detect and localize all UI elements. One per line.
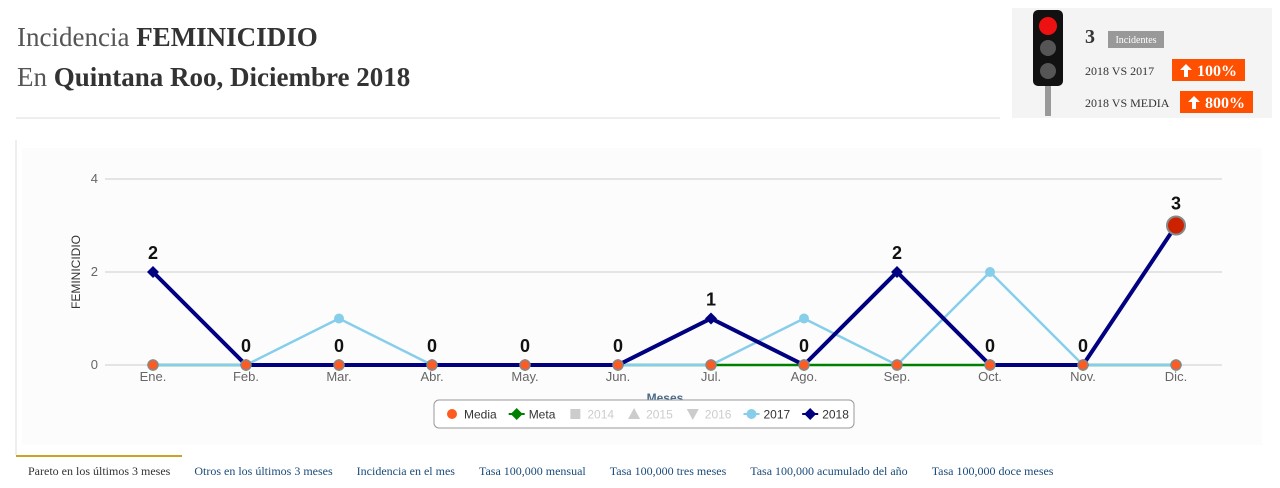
marker bbox=[705, 312, 717, 325]
x-tick-label: Feb. bbox=[233, 369, 259, 384]
compare-badge bbox=[1172, 59, 1245, 81]
legend-marker bbox=[447, 409, 457, 419]
data-label: 0 bbox=[520, 336, 530, 356]
data-label: 0 bbox=[799, 336, 809, 356]
marker bbox=[1170, 359, 1182, 371]
marker bbox=[705, 359, 717, 371]
compare-label: 2018 VS MEDIA bbox=[1085, 96, 1170, 110]
x-tick-label: Nov. bbox=[1070, 369, 1096, 384]
x-tick-label: Abr. bbox=[420, 369, 443, 384]
y-axis-title: FEMINICIDIO bbox=[69, 235, 83, 309]
tab[interactable]: Otros en los últimos 3 meses bbox=[194, 464, 333, 478]
y-tick-label: 2 bbox=[91, 264, 98, 279]
legend-label[interactable]: 2017 bbox=[763, 408, 790, 422]
y-tick-label: 0 bbox=[91, 357, 98, 372]
legend-label[interactable]: Meta bbox=[529, 408, 556, 422]
legend-label[interactable]: 2014 bbox=[587, 408, 614, 422]
data-label: 2 bbox=[892, 243, 902, 263]
tab[interactable]: Tasa 100,000 doce meses bbox=[931, 464, 1054, 478]
legend-marker bbox=[510, 408, 523, 420]
indicator-count: 3 bbox=[1085, 26, 1095, 48]
marker bbox=[984, 359, 996, 371]
tab[interactable]: Incidencia en el mes bbox=[356, 464, 455, 478]
off-light bbox=[1040, 40, 1056, 56]
tab[interactable]: Tasa 100,000 acumulado del año bbox=[750, 464, 908, 478]
compare-badge bbox=[1180, 91, 1253, 113]
data-label: 0 bbox=[241, 336, 251, 356]
legend-marker bbox=[628, 408, 641, 419]
x-tick-label: Ene. bbox=[140, 369, 167, 384]
badge-text: Incidentes bbox=[1115, 35, 1156, 46]
legend-label[interactable]: 2016 bbox=[705, 408, 732, 422]
tab[interactable]: Tasa 100,000 mensual bbox=[478, 464, 586, 478]
legend-marker bbox=[804, 408, 817, 420]
data-label: 0 bbox=[613, 336, 623, 356]
marker bbox=[799, 313, 809, 324]
legend-marker bbox=[570, 409, 581, 419]
data-label: 2 bbox=[148, 243, 158, 263]
marker bbox=[798, 359, 810, 371]
x-tick-label: Mar. bbox=[326, 369, 351, 384]
legend-label[interactable]: 2015 bbox=[646, 408, 673, 422]
data-label: 0 bbox=[334, 336, 344, 356]
subtitle-bold: Quintana Roo, Diciembre 2018 bbox=[53, 62, 411, 92]
marker bbox=[1077, 359, 1089, 371]
tab[interactable]: Pareto en los últimos 3 meses bbox=[16, 455, 183, 488]
red-light bbox=[1039, 17, 1057, 35]
arrow-up-icon bbox=[1188, 96, 1200, 109]
marker bbox=[147, 266, 159, 278]
off-light bbox=[1040, 63, 1056, 79]
compare-label: 2018 VS 2017 bbox=[1085, 64, 1154, 78]
data-label: 0 bbox=[427, 336, 437, 356]
marker bbox=[891, 266, 903, 278]
data-label: 1 bbox=[706, 290, 716, 310]
x-tick-label: Oct. bbox=[978, 369, 1002, 384]
marker bbox=[333, 359, 345, 371]
light-pole bbox=[1045, 84, 1051, 116]
x-tick-label: Ago. bbox=[791, 369, 818, 384]
marker bbox=[612, 359, 624, 371]
plot-panel bbox=[22, 148, 1262, 445]
compare-value: 800% bbox=[1205, 95, 1245, 112]
x-tick-label: Jun. bbox=[606, 369, 631, 384]
marker bbox=[147, 359, 159, 371]
x-tick-label: Sep. bbox=[884, 369, 911, 384]
data-label: 3 bbox=[1171, 194, 1181, 214]
legend-marker bbox=[686, 409, 699, 420]
x-tick-label: May. bbox=[511, 369, 538, 384]
title: Incidencia FEMINICIDIO bbox=[17, 22, 318, 53]
legend-marker bbox=[746, 409, 757, 419]
x-tick-label: Dic. bbox=[1165, 369, 1187, 384]
marker bbox=[891, 359, 903, 371]
marker bbox=[426, 359, 438, 371]
y-tick-label: 4 bbox=[91, 171, 98, 186]
data-label: 0 bbox=[1078, 336, 1088, 356]
marker bbox=[519, 359, 531, 371]
series-line bbox=[153, 270, 1176, 367]
subtitle-prefix: En bbox=[17, 62, 47, 92]
compare-value: 100% bbox=[1197, 63, 1237, 80]
legend-label[interactable]: Media bbox=[464, 408, 497, 422]
marker bbox=[334, 313, 344, 324]
subtitle: En Quintana Roo, Diciembre 2018 bbox=[17, 62, 410, 93]
data-label: 0 bbox=[985, 336, 995, 356]
tab[interactable]: Tasa 100,000 tres meses bbox=[609, 464, 727, 478]
legend-label[interactable]: 2018 bbox=[822, 408, 849, 422]
marker bbox=[240, 359, 252, 371]
title-prefix: Incidencia bbox=[17, 22, 130, 52]
marker bbox=[985, 267, 995, 277]
series-line bbox=[151, 224, 1178, 368]
legend bbox=[433, 399, 855, 429]
tab-bar: Pareto en los últimos 3 meses Otros en lo… bbox=[16, 455, 1065, 488]
highlight-marker bbox=[1166, 215, 1186, 236]
badge bbox=[1108, 31, 1164, 48]
arrow-up-icon bbox=[1180, 64, 1192, 77]
x-tick-label: Jul. bbox=[701, 369, 721, 384]
title-bold: FEMINICIDIO bbox=[136, 22, 318, 52]
